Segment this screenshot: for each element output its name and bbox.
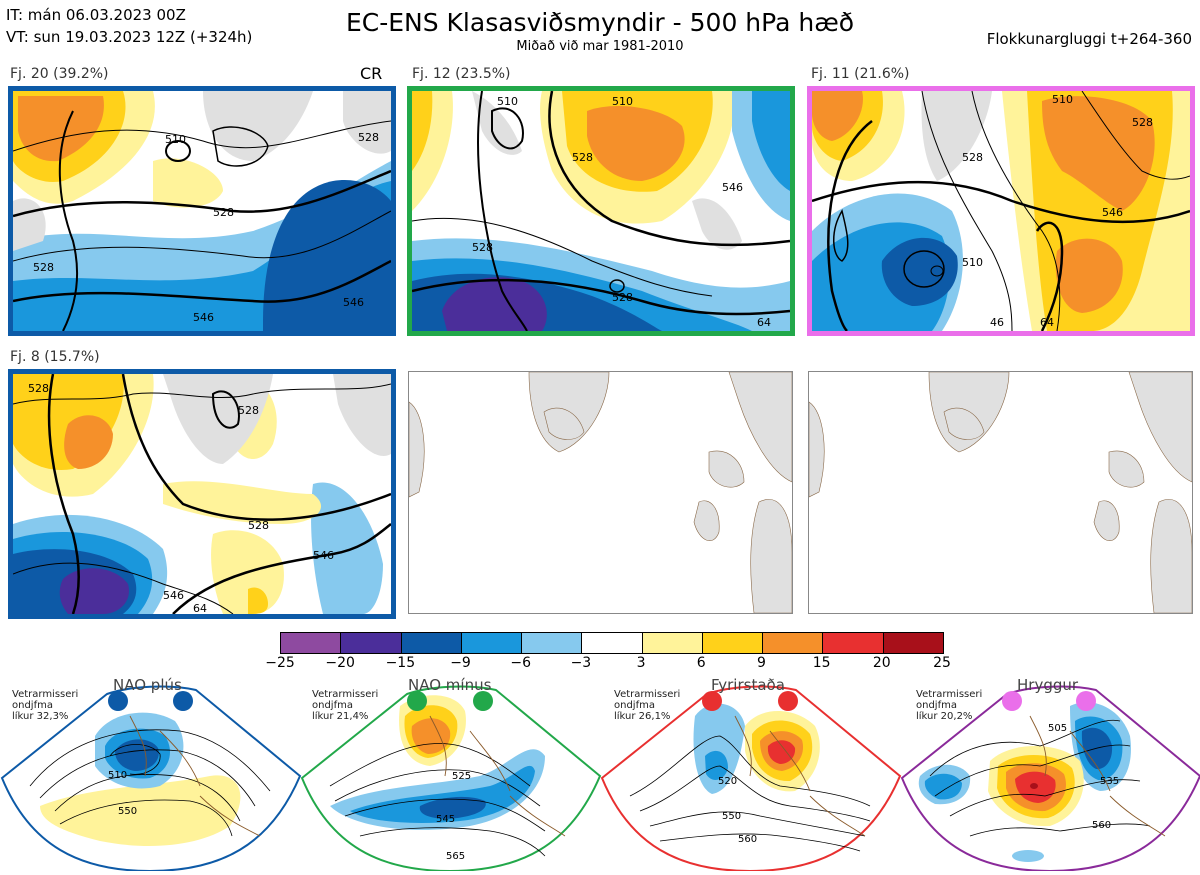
cluster-1-contour-label: 528	[358, 131, 379, 144]
colorbar-tick-label: 3	[621, 655, 661, 671]
cluster-3-contour-label: 46	[990, 316, 1004, 329]
cluster-4-contour-label: 528	[248, 519, 269, 532]
empty-map-panel	[408, 371, 793, 614]
colorbar-tick-label: −25	[260, 655, 300, 671]
cluster-1-contour-label: 546	[343, 296, 364, 309]
cluster-3-contour-label: 546	[1102, 206, 1123, 219]
regime-info-line: ondjfma	[12, 700, 78, 711]
regime-nao-minus-info: Vetrarmisseri ondjfma líkur 21,4%	[312, 689, 378, 722]
cluster-3-map: 510 528 528 546 46 64 510	[807, 86, 1195, 336]
regime-info-line: Vetrarmisseri	[12, 689, 78, 700]
cluster-2-contour-label: 510	[612, 95, 633, 108]
regime-ridge-info: Vetrarmisseri ondjfma líkur 20,2%	[916, 689, 982, 722]
cluster-4-contour-label: 546	[313, 549, 334, 562]
colorbar-swatch	[340, 633, 400, 653]
empty-map-panel	[808, 371, 1193, 614]
colorbar	[280, 632, 944, 654]
regime-ridge-contour: 505	[1048, 723, 1067, 734]
cluster-2-label: Fj. 12 (23.5%)	[412, 66, 511, 82]
colorbar-swatch	[461, 633, 521, 653]
cluster-4-contour-label: 64	[193, 602, 207, 614]
regime-probability: líkur 20,2%	[916, 711, 982, 722]
regime-info-line: Vetrarmisseri	[614, 689, 680, 700]
cluster-4-contour-label: 528	[238, 404, 259, 417]
regime-row: 510 550 525 545 565	[0, 676, 1200, 871]
cluster-1-contour-label: 528	[33, 261, 54, 274]
colorbar-tick-label: −9	[441, 655, 481, 671]
regime-blocking-info: Vetrarmisseri ondjfma líkur 26,1%	[614, 689, 680, 722]
colorbar-swatch	[822, 633, 882, 653]
cluster-4-map: 528 528 528 546 546 64	[8, 369, 396, 619]
regime-nao-plus-name: NAO plús	[113, 676, 182, 694]
classification-window: Flokkunargluggi t+264-360	[987, 30, 1192, 48]
cluster-2-contour-label: 546	[722, 181, 743, 194]
cluster-1-contour-label: 528	[213, 206, 234, 219]
regime-blocking-name: Fyrirstaða	[711, 676, 785, 694]
cluster-4-contour-label: 546	[163, 589, 184, 602]
cluster-2-contour-label: 64	[757, 316, 771, 329]
cluster-1-contour-label: 510	[165, 133, 186, 146]
regime-nao-minus-name: NAO mínus	[408, 676, 491, 694]
regime-blocking-contour: 560	[738, 834, 757, 845]
cluster-1-map: 510 528 528 546 546 528	[8, 86, 396, 336]
colorbar-tick-label: 25	[922, 655, 962, 671]
cluster-1-label: Fj. 20 (39.2%)	[10, 66, 109, 82]
cluster-3-contour-label: 528	[962, 151, 983, 164]
cluster-3-contour-label: 510	[1052, 93, 1073, 106]
colorbar-swatch	[521, 633, 581, 653]
regime-probability: líkur 26,1%	[614, 711, 680, 722]
cluster-1-contour-label: 546	[193, 311, 214, 324]
colorbar-tick-label: −6	[501, 655, 541, 671]
colorbar-swatch	[702, 633, 762, 653]
cluster-4-contour-label: 528	[28, 382, 49, 395]
colorbar-tick-label: 6	[681, 655, 721, 671]
colorbar-tick-label: −3	[561, 655, 601, 671]
regime-blocking-contour: 550	[722, 811, 741, 822]
colorbar-swatch	[642, 633, 702, 653]
colorbar-swatch	[581, 633, 641, 653]
regime-blocking-contour: 520	[718, 776, 737, 787]
cluster-2-contour-label: 528	[472, 241, 493, 254]
colorbar-swatch	[883, 633, 943, 653]
regime-info-line: ondjfma	[614, 700, 680, 711]
cluster-1-tag: CR	[360, 64, 382, 83]
cluster-3-contour-label: 528	[1132, 116, 1153, 129]
regime-ridge-name: Hryggur	[1017, 676, 1078, 694]
regime-info-line: ondjfma	[916, 700, 982, 711]
colorbar-tick-label: −20	[320, 655, 360, 671]
cluster-2-contour-label: 528	[572, 151, 593, 164]
colorbar-tick-label: 15	[802, 655, 842, 671]
colorbar-tick-label: 9	[741, 655, 781, 671]
colorbar-swatch	[762, 633, 822, 653]
regime-ridge-contour: 535	[1100, 776, 1119, 787]
regime-nao-plus-contour: 510	[108, 770, 127, 781]
cluster-2-contour-label: 528	[612, 291, 633, 304]
regime-info-line: Vetrarmisseri	[916, 689, 982, 700]
regime-nao-plus-info: Vetrarmisseri ondjfma líkur 32,3%	[12, 689, 78, 722]
cluster-3-label: Fj. 11 (21.6%)	[811, 66, 910, 82]
regime-nao-minus-contour: 565	[446, 851, 465, 862]
cluster-4-label: Fj. 8 (15.7%)	[10, 349, 100, 365]
regime-probability: líkur 21,4%	[312, 711, 378, 722]
regime-ridge-contour: 560	[1092, 820, 1111, 831]
regime-nao-plus-contour: 550	[118, 806, 137, 817]
colorbar-swatch	[401, 633, 461, 653]
cluster-3-contour-label: 510	[962, 256, 983, 269]
colorbar-tick-label: −15	[380, 655, 420, 671]
regime-nao-minus-contour: 545	[436, 814, 455, 825]
colorbar-tick-label: 20	[862, 655, 902, 671]
cluster-2-map: 510 510 528 528 528 546 64	[407, 86, 795, 336]
regime-info-line: ondjfma	[312, 700, 378, 711]
regime-nao-minus-contour: 525	[452, 771, 471, 782]
regime-probability: líkur 32,3%	[12, 711, 78, 722]
cluster-3-contour-label: 64	[1040, 316, 1054, 329]
colorbar-ticks: −25 −20 −15 −9 −6 −3 3 6 9 15 20 25	[280, 655, 944, 675]
cluster-2-contour-label: 510	[497, 95, 518, 108]
colorbar-swatch	[281, 633, 340, 653]
regime-info-line: Vetrarmisseri	[312, 689, 378, 700]
